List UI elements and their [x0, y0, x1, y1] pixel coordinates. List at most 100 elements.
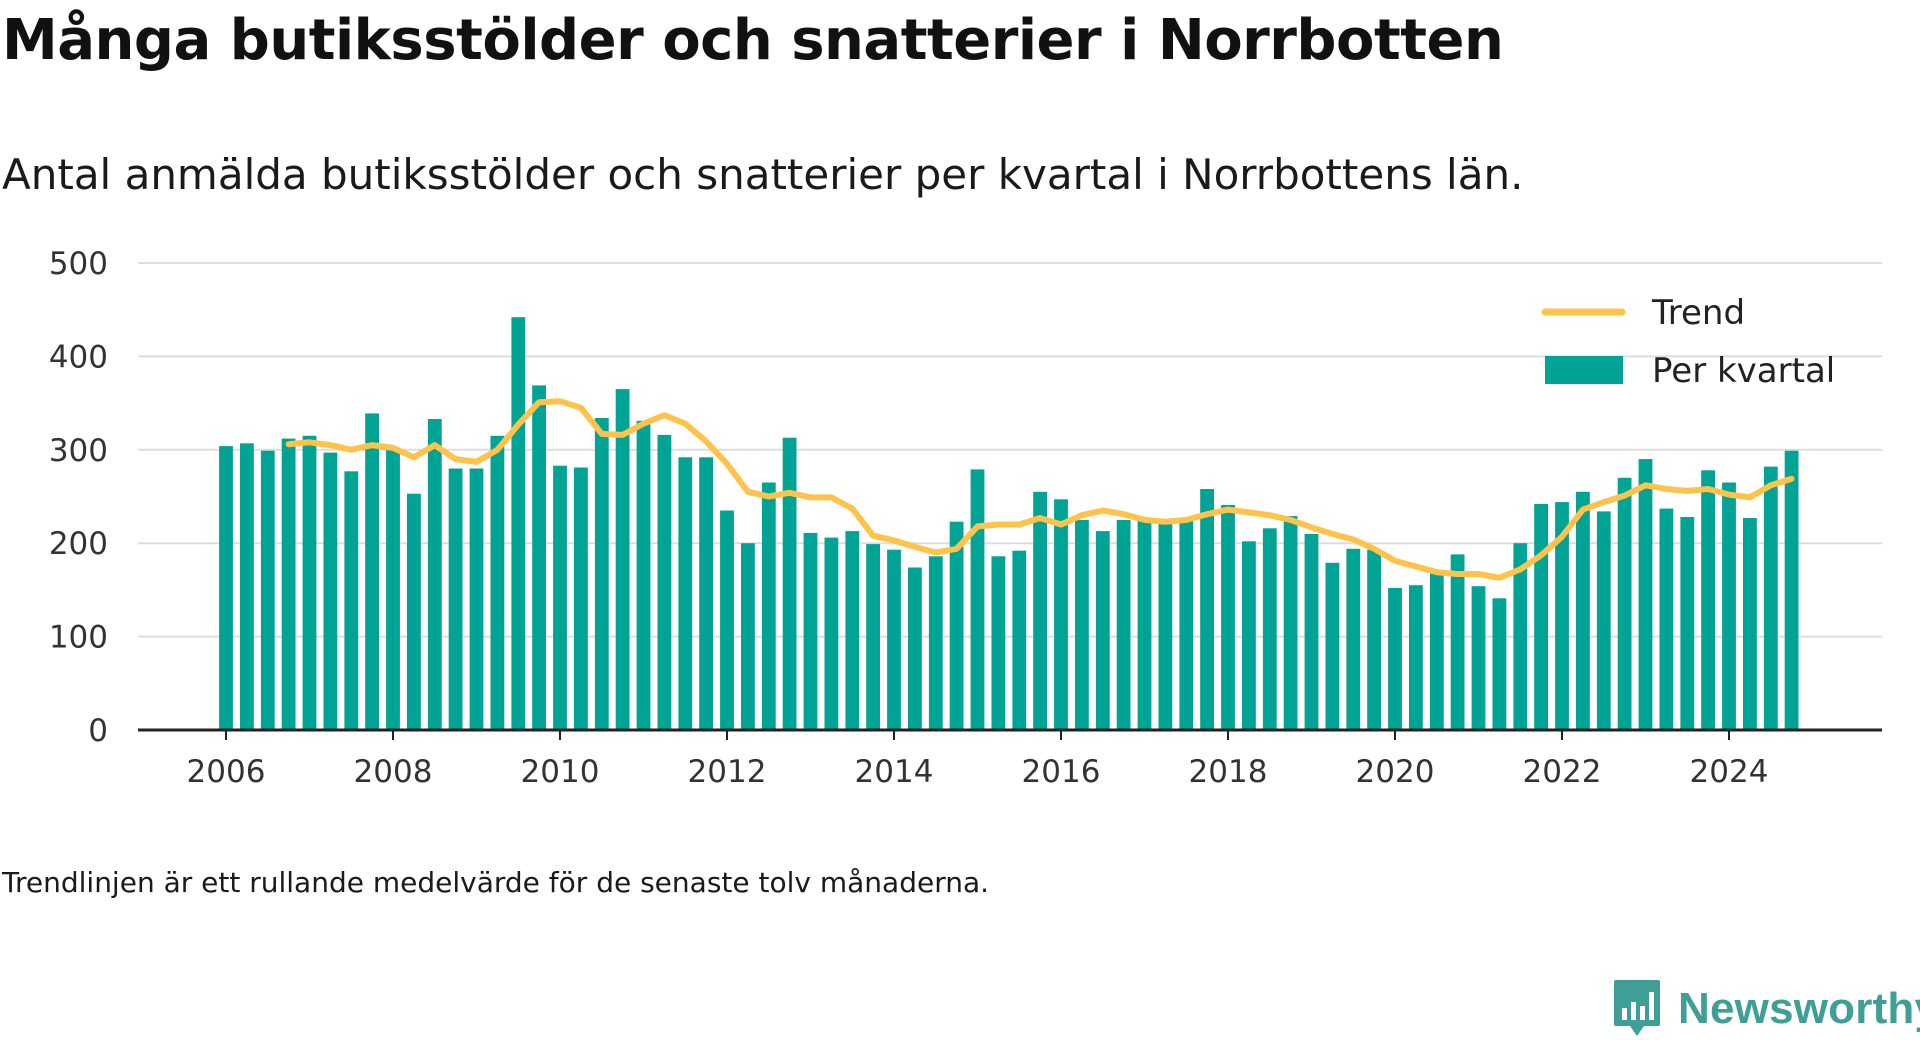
bar	[1137, 519, 1152, 730]
bar	[1555, 502, 1569, 730]
bar	[761, 482, 776, 730]
bar	[1075, 519, 1089, 730]
bar	[1304, 533, 1319, 730]
x-tick-label: 2010	[521, 754, 600, 790]
bar	[1722, 482, 1736, 730]
legend-bar-swatch	[1545, 356, 1623, 384]
bar	[1659, 508, 1674, 730]
bar	[845, 531, 860, 730]
bar	[427, 419, 442, 730]
bar	[1054, 499, 1068, 730]
bar	[574, 467, 588, 730]
bar	[928, 556, 943, 730]
bar	[741, 543, 755, 730]
bar	[636, 420, 651, 730]
chart: 0 100 200 300 400 500 2006 2008 2010 2012 2014 201…	[49, 246, 1882, 790]
bar	[1450, 554, 1465, 730]
chart-title: Många butiksstölder och snatterier i Nor…	[2, 8, 1504, 73]
x-tick-label: 2012	[688, 754, 767, 790]
bar	[323, 452, 338, 730]
bar	[594, 418, 609, 730]
bar	[1262, 528, 1277, 730]
bar	[1012, 550, 1027, 730]
bar	[1763, 466, 1778, 730]
bar	[1617, 477, 1632, 730]
bar	[1033, 491, 1047, 730]
x-tick-label: 2020	[1356, 754, 1435, 790]
x-tick-label: 2014	[855, 754, 934, 790]
bar	[1429, 571, 1444, 730]
y-tick-label: 500	[49, 246, 108, 282]
bar	[657, 434, 672, 730]
y-tick-label: 400	[49, 339, 108, 375]
bar	[887, 549, 901, 730]
x-tick-label: 2018	[1189, 754, 1268, 790]
bar	[949, 521, 964, 730]
x-tick-label: 2022	[1523, 754, 1602, 790]
bar	[240, 443, 254, 730]
legend: Trend Per kvartal	[1541, 293, 1835, 391]
bar	[1743, 518, 1757, 730]
bar	[1179, 519, 1194, 730]
bar	[1596, 511, 1611, 730]
bar	[908, 567, 922, 730]
bar	[532, 385, 546, 730]
bar	[1116, 519, 1131, 730]
bar	[1325, 562, 1340, 730]
bar	[260, 450, 275, 730]
newsworthy-bar-chart-logo-icon	[1614, 980, 1660, 1036]
bar	[302, 435, 317, 730]
bar	[991, 556, 1006, 730]
bar	[1346, 548, 1361, 730]
bar	[1701, 470, 1715, 730]
x-tick-label: 2024	[1690, 754, 1769, 790]
bar	[1534, 504, 1548, 730]
bar	[803, 532, 818, 730]
bar	[1095, 531, 1110, 730]
bar	[344, 471, 359, 730]
y-tick-label: 200	[49, 526, 108, 562]
brand-logo: Newsworthy	[1612, 978, 1920, 1040]
trend-line	[285, 398, 1795, 581]
bar	[782, 437, 797, 730]
bar	[720, 510, 734, 730]
brand-name: Newsworthy	[1678, 984, 1920, 1033]
y-tick-label: 0	[88, 713, 108, 749]
bar	[448, 468, 463, 730]
bar	[1492, 598, 1507, 730]
x-tick-label: 2008	[354, 754, 433, 790]
y-tick-label: 100	[49, 620, 108, 656]
bar	[699, 457, 713, 730]
bar	[1576, 491, 1590, 730]
bar	[281, 438, 296, 730]
bar	[1388, 588, 1402, 730]
bar	[1221, 504, 1235, 730]
chart-subtitle: Antal anmälda butiksstölder och snatteri…	[2, 150, 1524, 199]
bar	[219, 446, 233, 730]
x-axis: 2006 2008 2010 2012 2014 2016 2018 2020 2022 2024	[138, 728, 1882, 790]
bar	[970, 469, 985, 730]
x-tick-label: 2016	[1022, 754, 1101, 790]
bar	[407, 493, 421, 730]
bar	[866, 544, 880, 730]
bar	[1513, 543, 1528, 730]
bar	[824, 537, 839, 730]
bar	[615, 389, 630, 730]
line-series-trend	[285, 398, 1795, 581]
x-tick-label: 2006	[187, 754, 266, 790]
bar	[1367, 549, 1381, 730]
bar	[1471, 586, 1486, 730]
legend-label: Trend	[1651, 293, 1745, 333]
bar	[1409, 585, 1423, 730]
bar	[1638, 459, 1653, 730]
bar	[1283, 516, 1298, 730]
bar	[469, 468, 484, 730]
bar	[1242, 541, 1256, 730]
bar	[365, 413, 379, 730]
bar-series-per-kvartal	[219, 317, 1799, 730]
bar	[678, 457, 693, 730]
bar	[490, 435, 505, 730]
legend-label: Per kvartal	[1652, 351, 1835, 391]
bar	[1784, 450, 1799, 730]
bar	[386, 449, 400, 730]
